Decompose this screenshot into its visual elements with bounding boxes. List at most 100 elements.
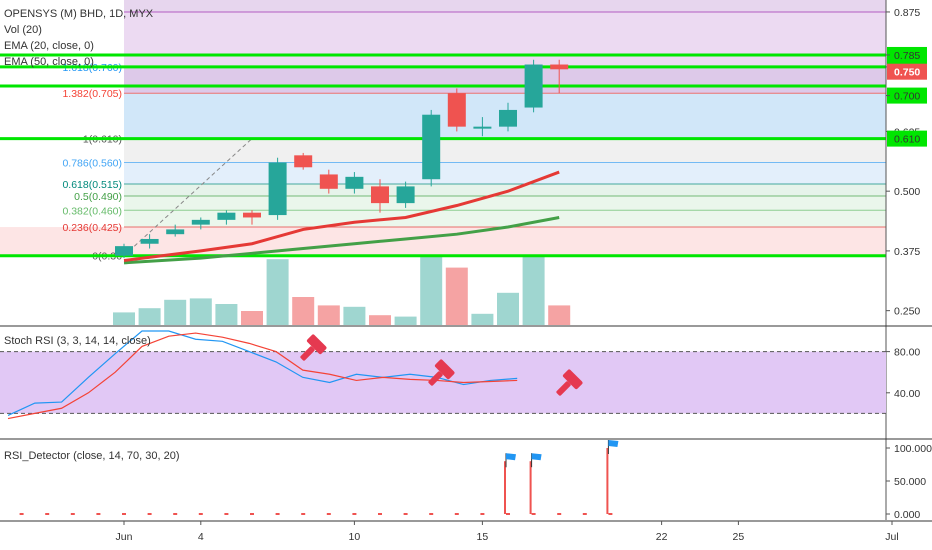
fib-zone [124, 11, 886, 67]
flag-cloth [506, 453, 516, 461]
candle-body [115, 246, 133, 256]
x-tick-label: 25 [733, 531, 745, 543]
candle-body [371, 186, 389, 204]
candle-body [550, 64, 569, 70]
x-tick-label: Jun [116, 531, 133, 543]
price-tick-label: 0.375 [894, 246, 920, 258]
hammer-handle [556, 381, 571, 396]
detector-tick-label: 100.000 [894, 443, 932, 455]
fib-zone [124, 138, 886, 163]
flag-icon [531, 453, 542, 468]
candle-body [268, 162, 287, 216]
candle-body [345, 176, 364, 189]
x-tick-label: 4 [198, 531, 204, 543]
stoch-k-line [7, 330, 518, 417]
fib-label: 1.382(0.705) [62, 88, 122, 100]
hammer-icon [428, 359, 455, 386]
volume-bar [317, 305, 340, 325]
candle-body [243, 212, 261, 218]
price-tag-bg [887, 87, 927, 104]
price-tick-label: 0.250 [894, 306, 920, 318]
fib-zone [124, 66, 886, 94]
volume-bar [369, 315, 391, 325]
candle-body [422, 114, 441, 180]
candle-body [191, 219, 210, 225]
candle-body [140, 238, 159, 244]
candle-body [294, 155, 313, 168]
price-tick-label: 0.500 [894, 186, 920, 198]
volume-bar [215, 304, 238, 325]
symbol-title[interactable]: OPENSYS (M) BHD, 1D, MYX [4, 8, 154, 20]
legend-vol[interactable]: Vol (20) [4, 24, 42, 36]
x-tick-label: 22 [656, 531, 668, 543]
volume-bar [189, 298, 212, 325]
last-price-label: 0.750 [894, 67, 920, 79]
candle-body [524, 64, 543, 108]
volume-bar [138, 308, 161, 325]
volume-bar [471, 313, 494, 325]
detector-legend: RSI_Detector (close, 14, 70, 30, 20) [4, 448, 179, 464]
hammer-head [306, 334, 327, 355]
fib-zone [124, 210, 886, 228]
main-legend: OPENSYS (M) BHD, 1D, MYX Vol (20) EMA (2… [4, 6, 153, 70]
fib-label: 0.5(0.490) [74, 191, 122, 203]
x-tick-label: 15 [477, 531, 489, 543]
volume-bar [113, 312, 135, 325]
volume-bar [548, 305, 571, 325]
candle-body [499, 109, 517, 127]
price-tag-bg [887, 130, 927, 147]
volume-bar [522, 255, 545, 325]
detector-tick-label: 50.000 [894, 476, 926, 488]
stoch-tick-label: 40.00 [894, 388, 920, 400]
trend-line [123, 138, 253, 257]
last-price-badge [887, 63, 927, 80]
fib-label: 0.618(0.515) [62, 179, 122, 191]
hammer-icon [300, 334, 327, 361]
volume-bar [241, 311, 263, 325]
candle-body [319, 174, 338, 189]
x-tick-label: 10 [349, 531, 361, 543]
ema20-line [123, 170, 560, 262]
legend-ema20[interactable]: EMA (20, close, 0) [4, 40, 94, 52]
candle-body [166, 229, 185, 235]
price-tick-label: 0.610 [894, 134, 920, 146]
volume-bar [292, 297, 315, 325]
stoch-legend: Stoch RSI (3, 3, 14, 14, close) [4, 333, 151, 349]
candle-body [473, 126, 492, 129]
flag-cloth [608, 440, 619, 447]
volume-bar [420, 256, 443, 325]
fib-zone [124, 162, 886, 185]
volume-bar [343, 306, 366, 325]
flag-icon [607, 440, 619, 454]
stoch-label[interactable]: Stoch RSI (3, 3, 14, 14, close) [4, 335, 151, 347]
flag-cloth [531, 453, 542, 461]
fib-zone-top [124, 0, 886, 12]
x-tick-label: Jul [885, 531, 898, 543]
volume-bar [394, 316, 417, 325]
volume-bar [266, 259, 289, 325]
volume-bar [164, 299, 187, 325]
hammer-handle [300, 346, 315, 361]
candle-body [447, 93, 466, 127]
hammer-head [562, 369, 583, 390]
fib-zone [124, 184, 886, 196]
ema50-line [123, 215, 560, 265]
candle-body [396, 186, 415, 204]
volume-bar [497, 292, 519, 325]
fib-label: 0.786(0.560) [62, 158, 122, 170]
hammer-icon [556, 369, 583, 396]
detector-label[interactable]: RSI_Detector (close, 14, 70, 30, 20) [4, 450, 180, 462]
price-tick-label: 0.700 [894, 91, 920, 103]
price-tick-label: 0.875 [894, 7, 920, 19]
hammer-handle [428, 371, 443, 386]
fib-label: 0.236(0.425) [62, 222, 122, 234]
detector-tick-label: 0.000 [894, 509, 920, 521]
hammer-head [434, 359, 455, 380]
fib-zone [124, 195, 886, 211]
flag-icon [505, 453, 516, 468]
fib-label: 0.382(0.460) [62, 205, 122, 217]
legend-ema50[interactable]: EMA (50, close, 0) [4, 56, 94, 68]
candle-body [217, 212, 236, 220]
